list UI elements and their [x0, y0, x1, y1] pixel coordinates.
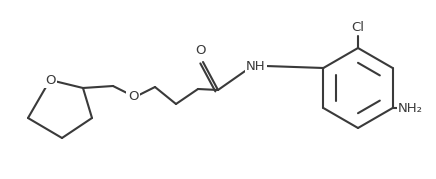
Text: NH₂: NH₂ — [398, 101, 423, 115]
Text: O: O — [45, 74, 55, 86]
Text: O: O — [128, 90, 138, 103]
Text: NH: NH — [246, 59, 266, 72]
Text: O: O — [195, 43, 205, 57]
Text: Cl: Cl — [351, 21, 364, 33]
